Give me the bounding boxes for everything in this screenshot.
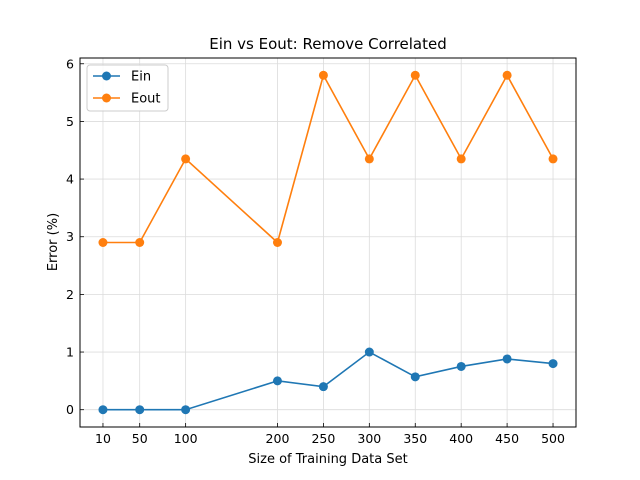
legend-label-ein: Ein <box>131 70 151 85</box>
data-point-eout <box>135 238 145 247</box>
y-axis: 0 1 2 3 4 5 6 <box>66 56 84 417</box>
y-tick-label: 2 <box>66 287 74 302</box>
gridlines <box>80 58 576 427</box>
data-point-eout <box>98 238 108 247</box>
x-axis: 10 50 100 200 250 300 350 400 450 500 <box>95 423 565 446</box>
data-point-eout <box>181 154 191 164</box>
x-tick-label: 500 <box>541 431 565 446</box>
legend: Ein Eout <box>86 64 169 112</box>
data-point-eout <box>272 238 282 247</box>
data-point-ein <box>502 354 512 364</box>
plot-frame <box>79 57 577 428</box>
x-tick-label: 400 <box>449 431 473 446</box>
x-tick-label: 450 <box>495 431 519 446</box>
x-tick-label: 300 <box>357 431 381 446</box>
data-point-ein <box>181 405 191 415</box>
data-point-eout <box>502 70 512 80</box>
legend-marker-ein <box>102 71 111 81</box>
series-line-eout <box>102 73 554 244</box>
data-point-ein <box>548 359 558 369</box>
y-tick-label: 1 <box>66 345 74 360</box>
x-tick-label: 250 <box>311 431 335 446</box>
y-tick-label: 6 <box>66 56 74 71</box>
data-point-eout <box>364 154 374 164</box>
y-tick-label: 4 <box>66 172 74 187</box>
data-point-ein <box>98 405 108 415</box>
x-tick-label: 50 <box>132 431 148 446</box>
data-point-ein <box>318 382 328 392</box>
y-tick-label: 0 <box>66 402 74 417</box>
data-point-eout <box>410 70 420 80</box>
data-point-ein <box>456 361 466 371</box>
legend-marker-eout <box>102 93 111 103</box>
data-point-ein <box>272 376 282 386</box>
data-point-eout <box>456 154 466 164</box>
series-line-ein <box>102 351 554 411</box>
series-group <box>98 70 558 415</box>
data-point-eout <box>548 154 558 164</box>
x-tick-label: 350 <box>403 431 427 446</box>
y-tick-label: 3 <box>66 229 74 244</box>
data-point-ein <box>135 405 145 415</box>
x-tick-label: 100 <box>174 431 198 446</box>
x-tick-label: 10 <box>95 431 111 446</box>
x-axis-label: Size of Training Data Set <box>248 452 407 467</box>
y-axis-label: Error (%) <box>46 213 61 271</box>
data-point-ein <box>364 347 374 357</box>
legend-label-eout: Eout <box>131 92 161 107</box>
x-tick-label: 200 <box>266 431 290 446</box>
chart-title: Ein vs Eout: Remove Correlated <box>209 35 447 53</box>
data-point-ein <box>410 372 420 382</box>
data-point-eout <box>318 70 328 80</box>
y-tick-label: 5 <box>66 114 74 129</box>
